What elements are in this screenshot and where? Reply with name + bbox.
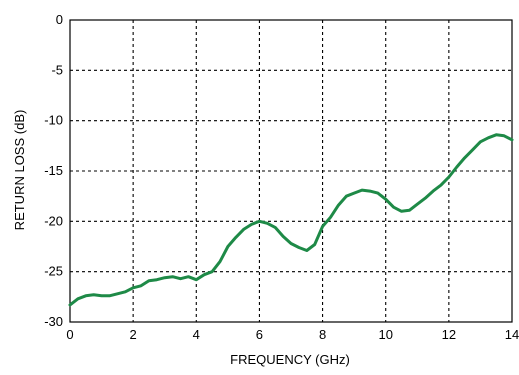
y-tick-label: -25 bbox=[44, 264, 63, 279]
grid-layer bbox=[70, 20, 512, 322]
y-tick-label: -30 bbox=[44, 314, 63, 329]
x-axis-title: FREQUENCY (GHz) bbox=[230, 352, 350, 367]
y-tick-label: -5 bbox=[51, 62, 63, 77]
x-tick-label: 12 bbox=[442, 327, 456, 342]
tick-layer: 0 2 4 6 8 10 12 14 0 -5 -10 -15 -20 -25 -30 bbox=[44, 12, 519, 342]
series-line-return-loss bbox=[68, 133, 514, 307]
x-tick-label: 0 bbox=[66, 327, 73, 342]
y-tick-label: 0 bbox=[56, 12, 63, 27]
y-tick-label: -15 bbox=[44, 163, 63, 178]
x-tick-label: 4 bbox=[193, 327, 200, 342]
x-tick-label: 8 bbox=[319, 327, 326, 342]
y-tick-label: -10 bbox=[44, 113, 63, 128]
x-tick-label: 2 bbox=[130, 327, 137, 342]
x-tick-label: 6 bbox=[256, 327, 263, 342]
plot-frame bbox=[69, 19, 513, 323]
x-tick-label: 10 bbox=[378, 327, 392, 342]
y-tick-label: -20 bbox=[44, 213, 63, 228]
y-axis-title: RETURN LOSS (dB) bbox=[12, 110, 27, 231]
x-tick-label: 14 bbox=[505, 327, 519, 342]
